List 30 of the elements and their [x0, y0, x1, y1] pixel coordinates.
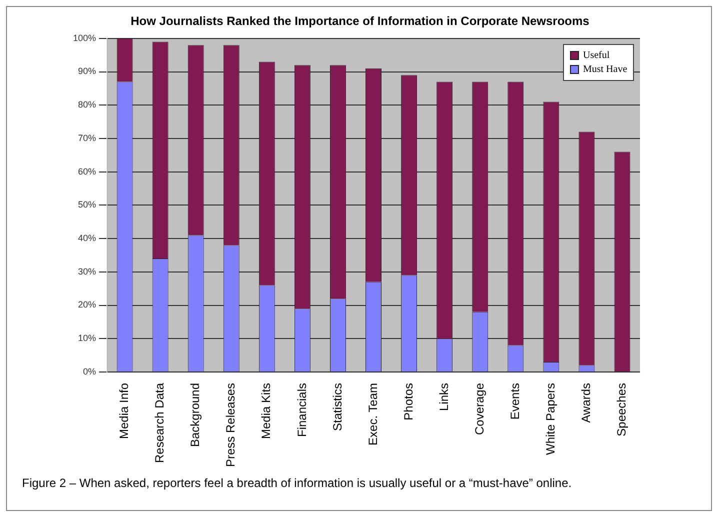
y-tick-label: 60% [78, 166, 96, 176]
legend-label: Must Have [583, 64, 628, 76]
y-tick-label: 20% [78, 300, 96, 310]
y-tick-label: 10% [78, 333, 96, 344]
y-tick-label: 70% [78, 132, 96, 143]
x-tick-label: Speeches [614, 382, 629, 436]
x-tick-label: Events [508, 382, 522, 420]
y-tick-label: 0% [83, 366, 96, 376]
x-tick-label: Exec. Team [366, 382, 380, 446]
x-tick-label: Statistics [330, 382, 344, 431]
x-tick-label: Coverage [472, 382, 486, 435]
x-tick-label: Press Releases [224, 382, 238, 468]
x-tick-label: Photos [401, 382, 416, 420]
y-tick-label: 80% [78, 100, 96, 110]
legend-label: Useful [583, 50, 610, 62]
x-tick-label: Financials [294, 382, 309, 437]
y-tick-label: 90% [78, 66, 96, 76]
x-tick-label: Research Data [152, 382, 167, 464]
y-tick-label: 30% [78, 266, 96, 276]
y-tick-label: 40% [78, 233, 96, 244]
x-tick-label: Awards [579, 382, 594, 423]
x-tick-label: White Papers [543, 382, 558, 455]
x-tick-label: Links [436, 382, 451, 411]
caption: Figure 2 – When asked, reporters feel a breadth of information is usually useful or a “must-have” online. [22, 476, 573, 490]
x-tick-label: Background [188, 382, 202, 448]
x-tick-label: Media Info [117, 382, 132, 440]
x-tick-label: Media Kits [259, 382, 274, 439]
y-tick-label: 100% [72, 32, 96, 43]
y-tick-label: 50% [78, 200, 96, 210]
chart-title: How Journalists Ranked the Importance of Information in Corporate Newsrooms [130, 14, 590, 28]
